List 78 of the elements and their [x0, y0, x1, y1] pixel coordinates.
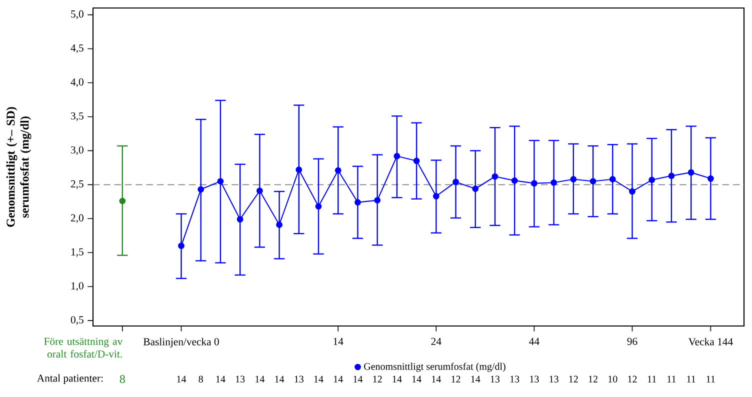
point	[492, 173, 498, 180]
point	[296, 166, 302, 173]
y-tick-label: 4,0	[70, 78, 84, 88]
point	[354, 199, 361, 206]
text: 11	[706, 376, 715, 382]
point	[217, 178, 224, 184]
point	[648, 176, 656, 184]
text: 12	[569, 376, 578, 382]
point	[413, 158, 420, 164]
text: 14	[412, 376, 422, 382]
y-tick-label: 1,5	[71, 248, 84, 257]
legend-label: Genomsnittligt serumfosfat (mg/dl)	[364, 362, 506, 372]
text: 14	[471, 376, 480, 382]
point	[394, 152, 400, 160]
point	[256, 188, 263, 194]
point	[472, 186, 479, 192]
y-tick-label: 2,5	[70, 180, 84, 190]
text: 13	[294, 376, 304, 382]
y-tick-label: 3,0	[71, 146, 84, 156]
y-tick-label: 5,0	[71, 10, 84, 20]
y-tick-label: 2,0	[70, 214, 84, 223]
x-tick-label: Baslinjen/vecka 0	[143, 338, 219, 348]
text: 14	[256, 376, 265, 382]
text: 14	[334, 376, 343, 382]
x-tick-label: Vecka 144	[688, 338, 733, 346]
text: Antal patienter:	[36, 374, 103, 384]
point	[707, 175, 714, 182]
text: 14	[392, 376, 402, 382]
point	[178, 242, 184, 250]
text: 14	[432, 376, 441, 382]
text: 12	[628, 376, 637, 382]
point	[590, 178, 596, 184]
point	[668, 172, 675, 180]
point	[609, 176, 616, 182]
point	[550, 179, 558, 186]
point	[432, 193, 440, 200]
text: 13	[236, 376, 245, 382]
text: 13	[550, 376, 558, 382]
text: 11	[687, 376, 696, 382]
point	[530, 180, 538, 187]
text: 13	[530, 376, 539, 382]
text: 12	[452, 376, 460, 382]
point	[511, 177, 518, 184]
y-tick-label: 4,5	[70, 44, 84, 54]
point	[334, 167, 342, 174]
x-tick-label: 96	[627, 338, 638, 345]
text: 12	[373, 376, 382, 382]
point	[629, 188, 636, 195]
text: 10	[608, 376, 618, 382]
point	[236, 216, 244, 223]
text: 14	[275, 376, 284, 382]
text: 12	[588, 376, 598, 382]
y-axis-title: Genomsnittligt (+– SD) serumfosfat (mg/dl)	[6, 107, 32, 227]
text: Före utsättning av oralt fosfat/D-vit.	[44, 338, 123, 358]
text: 11	[668, 376, 676, 382]
x-tick-label: 14	[334, 338, 344, 345]
point	[688, 169, 694, 176]
point	[315, 203, 322, 210]
text: 8	[198, 376, 203, 382]
y-tick-label: 3,5	[71, 112, 84, 122]
x-tick-label: 44	[529, 338, 540, 345]
point	[276, 222, 282, 228]
text: 11	[648, 376, 656, 382]
text: 14	[216, 376, 226, 382]
x-tick-label: 24	[431, 338, 442, 345]
point	[198, 186, 204, 193]
text: 14	[314, 376, 324, 382]
point	[452, 178, 459, 186]
point	[119, 198, 126, 204]
y-tick-label: 1,0	[71, 282, 84, 291]
text: 13	[490, 376, 500, 382]
text: 14	[177, 376, 186, 382]
point	[570, 176, 577, 182]
point	[374, 197, 381, 204]
y-tick-label: 0,5	[70, 316, 84, 325]
text: 14	[354, 376, 363, 382]
text: 13	[510, 376, 520, 382]
text: 8	[120, 375, 125, 384]
